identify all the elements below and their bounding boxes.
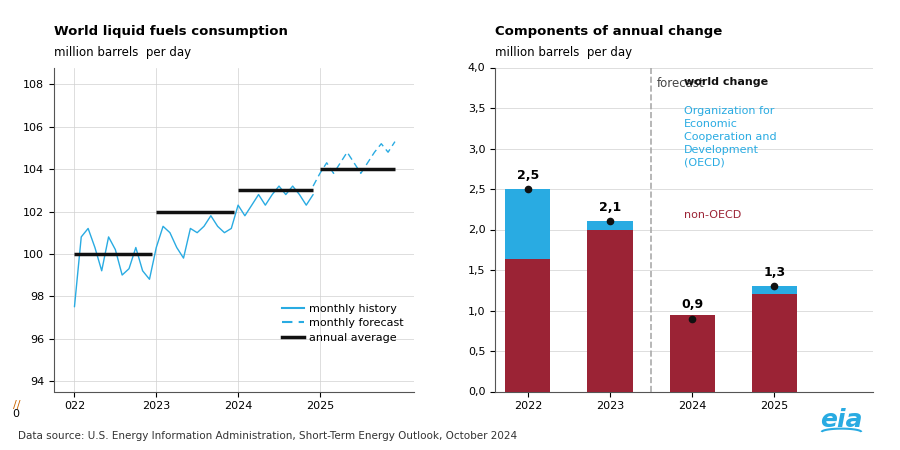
Bar [505,260,551,392]
Bar [588,221,633,230]
Bar [505,189,551,260]
Bar [752,286,797,294]
Text: Organization for
Economic
Cooperation and
Development
(OECD): Organization for Economic Cooperation an… [684,106,777,167]
Text: 0,9: 0,9 [681,298,703,311]
Text: world change: world change [684,77,768,87]
Bar [670,315,715,392]
Text: 0: 0 [13,410,20,419]
Legend: monthly history, monthly forecast, annual average: monthly history, monthly forecast, annua… [277,299,409,347]
Text: non-OECD: non-OECD [684,210,742,220]
Bar [752,294,797,392]
Text: forecast: forecast [657,77,705,90]
Text: Data source: U.S. Energy Information Administration, Short-Term Energy Outlook, : Data source: U.S. Energy Information Adm… [18,431,518,441]
Text: 2,5: 2,5 [517,169,539,182]
Text: eia: eia [820,408,863,432]
Text: //: // [13,400,20,410]
Bar [588,230,633,392]
Text: 2,1: 2,1 [598,201,621,214]
Text: 1,3: 1,3 [763,266,786,279]
Text: million barrels  per day: million barrels per day [495,46,632,59]
Text: million barrels  per day: million barrels per day [54,46,191,59]
Text: World liquid fuels consumption: World liquid fuels consumption [54,25,288,38]
Text: Components of annual change: Components of annual change [495,25,722,38]
